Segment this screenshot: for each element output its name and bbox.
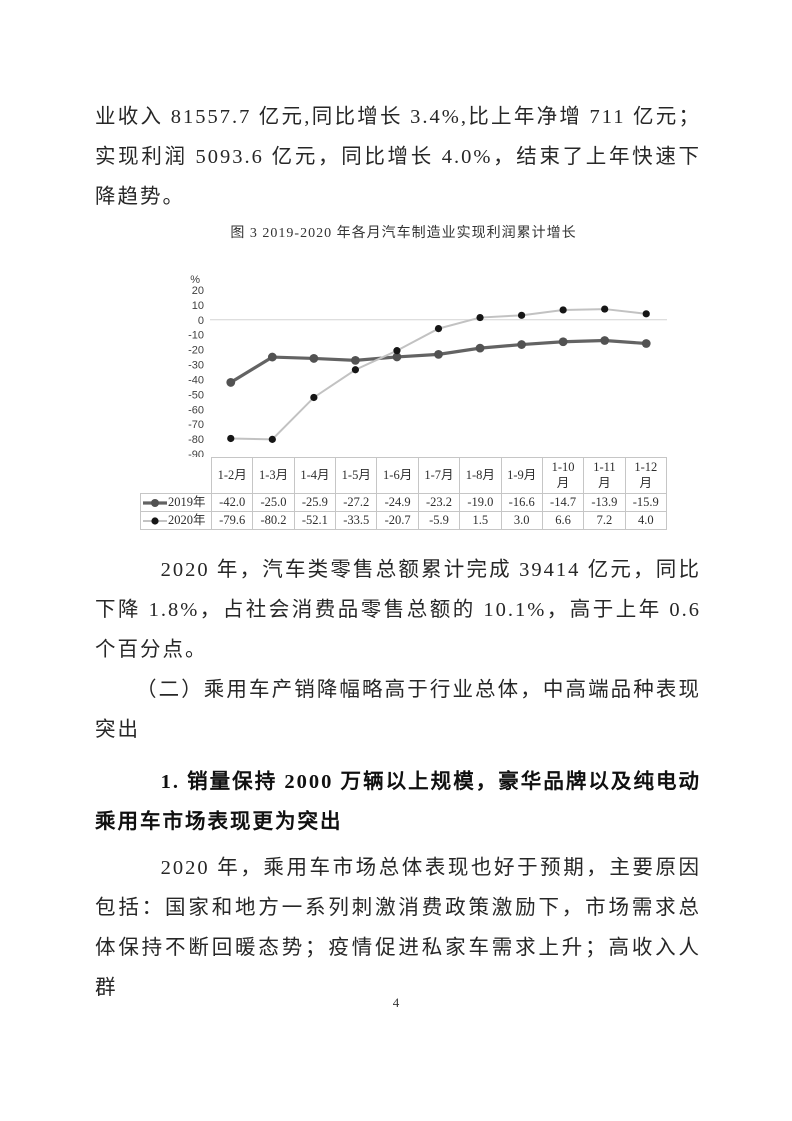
table-header-cell: 1-9月 [500,456,543,495]
table-value-cell: -20.7 [376,511,419,531]
legend-marker [151,517,159,525]
data-point [642,310,650,318]
data-point [601,305,609,313]
paragraph-retail-total: 2020 年，汽车类零售总额累计完成 39414 亿元，同比下降 1.8%，占社… [95,559,701,662]
table-value-cell: -25.0 [252,493,295,513]
page-number: 4 [392,995,400,1010]
table-value-cell: 6.6 [541,511,585,531]
legend-label: 2019年 [168,494,206,509]
y-axis-tick: 10 [192,300,204,312]
table-value-cell: -15.9 [624,493,668,513]
chart-data-table: 1-2月 1-3月 1-4月 1-5月 1-6月 1-7月 1-8月 1-9月 1-10月 1-1… [140,456,668,531]
table-value-cell: -5.9 [417,511,461,531]
table-value-cell: -42.0 [210,493,254,513]
legend-line-icon [143,517,167,525]
table-value-cell: 7.2 [583,511,626,531]
data-point [351,366,360,374]
data-point [310,393,318,402]
table-header-cell: 1-11月 [583,456,626,495]
data-point [268,435,276,443]
legend-marker [151,499,159,508]
data-point [600,336,610,345]
data-point [393,347,401,355]
y-axis-tick: -70 [188,419,204,431]
data-point [309,354,319,363]
data-point [476,313,484,322]
data-point [434,349,443,359]
y-axis-tick: 0 [198,315,204,327]
table-value-cell: -13.9 [583,493,626,513]
data-point [475,343,485,353]
data-point [559,306,567,314]
data-point [226,378,236,387]
data-point [641,339,651,348]
page-content: 业收入 81557.7 亿元,同比增长 3.4%,比上年净增 711 亿元；实现… [95,97,701,1008]
table-value-cell: -79.6 [210,511,254,531]
figure-3-chart: 图 3 2019-2020 年各月汽车制造业实现利润累计增长 % 20 10 0 -10… [140,223,668,531]
table-value-cell: 1.5 [459,511,502,531]
table-header-cell: 1-4月 [293,456,337,495]
legend-cell: 2019年 [140,493,212,513]
table-value-cell: -19.0 [459,493,502,513]
table-value-cell: -27.2 [335,493,378,513]
chart-title: 图 3 2019-2020 年各月汽车制造业实现利润累计增长 [230,226,577,241]
table-corner-cell [140,457,212,495]
table-header-row: 1-2月 1-3月 1-4月 1-5月 1-6月 1-7月 1-8月 1-9月 1-10月 1-1… [140,456,668,495]
legend-cell: 2020年 [140,511,212,531]
y-axis-tick: -10 [188,330,204,342]
table-value-cell: -23.2 [417,493,461,513]
legend-line-icon [143,499,167,508]
y-axis-tick: 20 [192,285,204,297]
table-value-cell: 3.0 [500,511,543,531]
paragraph-revenue-profit: 业收入 81557.7 亿元,同比增长 3.4%,比上年净增 711 亿元；实现… [95,106,701,208]
table-header-cell: 1-12月 [624,456,668,495]
series-line-2019年 [229,338,647,384]
table-header-cell: 1-10月 [541,456,585,495]
y-axis-tick: -20 [188,345,204,357]
table-header-cell: 1-8月 [459,456,502,495]
y-axis-tick: -90 [188,449,204,457]
data-point [351,355,360,365]
table-header-cell: 1-6月 [376,456,419,495]
table-header-cell: 1-7月 [417,456,461,495]
y-axis-tick: -50 [188,389,204,401]
data-point [392,352,402,362]
data-point [267,352,277,362]
legend-label: 2020年 [168,512,206,527]
table-header-cell: 1-2月 [210,456,254,495]
y-axis-tick: -40 [188,374,204,386]
section-heading-passenger-cars: （二）乘用车产销降幅略高于行业总体，中高端品种表现突出 [95,679,701,742]
data-point [434,324,443,333]
table-value-cell: -80.2 [252,511,295,531]
table-header-cell: 1-5月 [335,456,378,495]
y-axis-unit-label: % [190,274,200,286]
y-axis-tick: -60 [188,404,204,416]
y-axis-tick: -30 [188,360,204,372]
table-row-2019年: 2019年 -42.0 -25.0 -25.9 -27.2 -24.9 -23.2 -19.0… [140,493,668,513]
line-chart-plot: %20 10 0 -10 -20 -30 -40 -50 -60 -70 -80 -90 [188,274,667,457]
data-point [517,311,526,319]
subsection-heading-sales-scale: 1. 销量保持 2000 万辆以上规模，豪华品牌以及纯电动乘用车市场表现更为突出 [95,771,701,834]
table-value-cell: -16.6 [500,493,543,513]
table-value-cell: 4.0 [624,511,668,531]
table-row-2020年: 2020年 -79.6 -80.2 -52.1 -33.5 -20.7 -5.9 1.5 3.0… [140,511,668,531]
table-value-cell: -14.7 [541,493,585,513]
table-value-cell: -52.1 [293,511,337,531]
y-axis-tick: -80 [188,434,204,446]
data-point [227,434,235,443]
data-point [517,340,526,349]
table-value-cell: -24.9 [376,493,419,513]
table-value-cell: -33.5 [335,511,378,531]
paragraph-market-performance: 2020 年，乘用车市场总体表现也好于预期，主要原因包括：国家和地方一系列刺激消… [95,857,701,1000]
data-point [558,337,568,347]
table-value-cell: -25.9 [293,493,337,513]
table-header-cell: 1-3月 [252,456,295,495]
